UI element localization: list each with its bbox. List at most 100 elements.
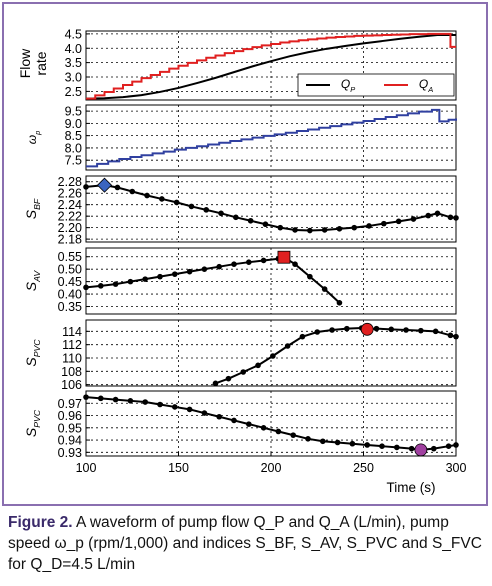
y-axis-label: SAV: [23, 270, 42, 292]
data-point: [394, 444, 400, 451]
data-point: [381, 220, 387, 227]
y-tick-label: 3.0: [65, 71, 82, 85]
data-point: [112, 396, 119, 403]
y-axis-label: Flow: [17, 48, 33, 78]
data-point: [112, 281, 119, 287]
data-point: [290, 432, 297, 438]
data-point: [262, 221, 269, 228]
data-point: [334, 439, 341, 446]
y-tick-label: 2.20: [58, 221, 82, 235]
data-point: [246, 421, 252, 427]
y-tick-label: 0.95: [58, 421, 82, 435]
highlight-marker: [96, 177, 113, 193]
data-point: [307, 227, 313, 234]
y-tick-label: 2.26: [58, 187, 82, 201]
data-point: [321, 227, 328, 233]
data-point: [260, 424, 267, 431]
y-tick-label: 8.0: [65, 141, 82, 155]
data-point: [201, 266, 208, 272]
data-point: [270, 353, 276, 359]
data-point: [284, 343, 291, 349]
y-tick-label: 2.28: [58, 175, 82, 189]
data-point: [203, 207, 210, 213]
data-point: [231, 261, 237, 267]
data-point: [373, 325, 380, 332]
data-point: [453, 442, 459, 448]
y-tick-label: 3.5: [65, 56, 82, 70]
data-point: [159, 196, 165, 202]
data-point: [379, 443, 385, 449]
data-point: [216, 263, 222, 270]
data-point: [218, 210, 224, 217]
x-tick-label: 100: [76, 461, 97, 475]
y-tick-label: 108: [61, 365, 82, 379]
data-point: [336, 226, 343, 232]
data-point: [351, 224, 358, 231]
data-point: [292, 261, 298, 267]
figure-chart: 4.54.03.53.02.5 Flow rate QP QA 9.59.08.58.07…: [17, 27, 466, 495]
data-point: [129, 188, 136, 195]
figure-frame: 4.5 4.0 3.5 3.0 2.5 Flow rate QP QA 9.5 9.0 8.5 8.0 7…: [2, 2, 488, 506]
y-tick-label: 9.0: [65, 117, 82, 131]
y-tick-label: 106: [61, 378, 82, 392]
data-point: [349, 440, 356, 447]
x-tick-label: 150: [168, 461, 189, 475]
highlight-marker: [277, 250, 291, 264]
data-point: [277, 224, 284, 231]
data-point: [255, 362, 261, 369]
series-line-omega-0: [86, 108, 457, 168]
data-point: [186, 268, 193, 275]
panel-omega: 9.59.08.58.07.5 ωp: [25, 104, 457, 171]
panel-sbf: 2.282.262.242.222.202.18 SBF: [23, 175, 459, 247]
data-point: [225, 375, 232, 382]
data-point: [98, 395, 104, 402]
y-tick-label: 2.24: [58, 198, 82, 212]
data-point: [231, 417, 237, 424]
data-point: [431, 445, 437, 452]
data-point: [172, 404, 178, 410]
data-point: [173, 199, 180, 206]
figure-caption: Figure 2. A waveform of pump flow Q_P an…: [8, 512, 486, 575]
y-axis-label: ωp: [25, 131, 42, 145]
caption-text: A waveform of pump flow Q_P and Q_A (L/m…: [8, 514, 482, 573]
data-point: [201, 410, 208, 416]
data-point: [364, 442, 371, 448]
data-point: [83, 284, 89, 291]
y-tick-label: 0.93: [58, 446, 82, 460]
y-axis-label: rate: [33, 51, 49, 75]
x-tick-label: 200: [261, 461, 282, 475]
x-tick-label: 250: [353, 461, 374, 475]
data-point: [453, 333, 459, 340]
data-point: [247, 217, 254, 224]
data-point: [344, 325, 350, 332]
y-axis-label: SPVC: [23, 409, 42, 437]
legend-label: QA: [419, 77, 433, 94]
y-tick-label: 0.97: [58, 397, 82, 411]
data-point: [395, 218, 402, 225]
y-axis-label: SPVC: [23, 339, 42, 367]
data-point: [142, 276, 148, 282]
y-tick-label: 0.35: [58, 300, 82, 314]
y-tick-label: 114: [62, 325, 82, 339]
data-point: [453, 215, 459, 221]
data-point: [307, 273, 313, 280]
data-point: [320, 438, 326, 445]
data-point: [157, 401, 163, 408]
panel-flow: 4.54.03.53.02.5 Flow rate QP QA: [17, 27, 457, 101]
y-tick-label: 2.22: [58, 210, 82, 224]
highlight-marker: [414, 443, 428, 457]
y-tick-label: 0.55: [58, 250, 82, 264]
data-point: [233, 214, 239, 221]
data-point: [445, 443, 452, 449]
data-point: [246, 259, 252, 265]
y-tick-label: 8.5: [65, 129, 82, 143]
data-point: [410, 216, 417, 222]
data-point: [305, 436, 311, 442]
data-point: [366, 223, 372, 229]
panel-sfvc: 0.970.960.950.940.93 SPVC 100 150 200 250 300 T…: [23, 390, 466, 495]
highlight-marker: [360, 322, 374, 336]
data-point: [188, 203, 195, 210]
data-point: [447, 214, 454, 221]
y-tick-label: 0.94: [58, 434, 82, 448]
y-tick-label: 2.18: [58, 233, 82, 247]
